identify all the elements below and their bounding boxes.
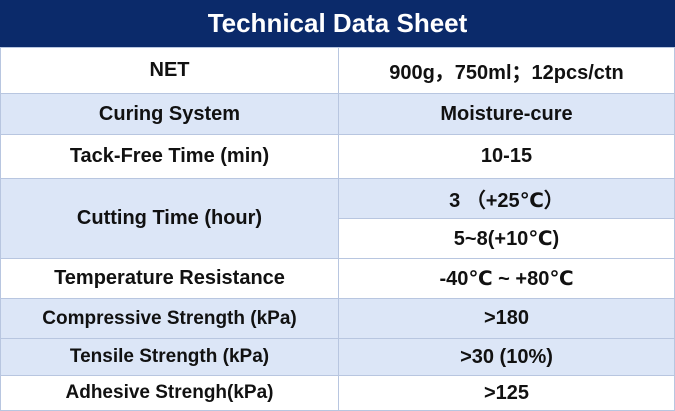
label: Adhesive Strengh(kPa) xyxy=(0,375,339,411)
title: Technical Data Sheet xyxy=(0,0,675,47)
label: NET xyxy=(0,47,339,94)
spec-table: NET 900g，750ml；12pcs/ctn Curing System Moi… xyxy=(0,47,675,411)
label: Cutting Time (hour) xyxy=(0,178,339,259)
label: Compressive Strength (kPa) xyxy=(0,298,339,339)
value: 5~8(+10℃) xyxy=(338,218,675,259)
value: 3 （+25℃） xyxy=(338,178,675,219)
value: >30 (10%) xyxy=(338,338,675,376)
value: 10-15 xyxy=(338,134,675,179)
label: Tensile Strength (kPa) xyxy=(0,338,339,376)
label: Tack-Free Time (min) xyxy=(0,134,339,179)
label: Curing System xyxy=(0,93,339,135)
value: >180 xyxy=(338,298,675,339)
value: Moisture-cure xyxy=(338,93,675,135)
value: 900g，750ml；12pcs/ctn xyxy=(338,47,675,94)
label: Temperature Resistance xyxy=(0,258,339,299)
value: >125 xyxy=(338,375,675,411)
value: -40℃ ~ +80℃ xyxy=(338,258,675,299)
